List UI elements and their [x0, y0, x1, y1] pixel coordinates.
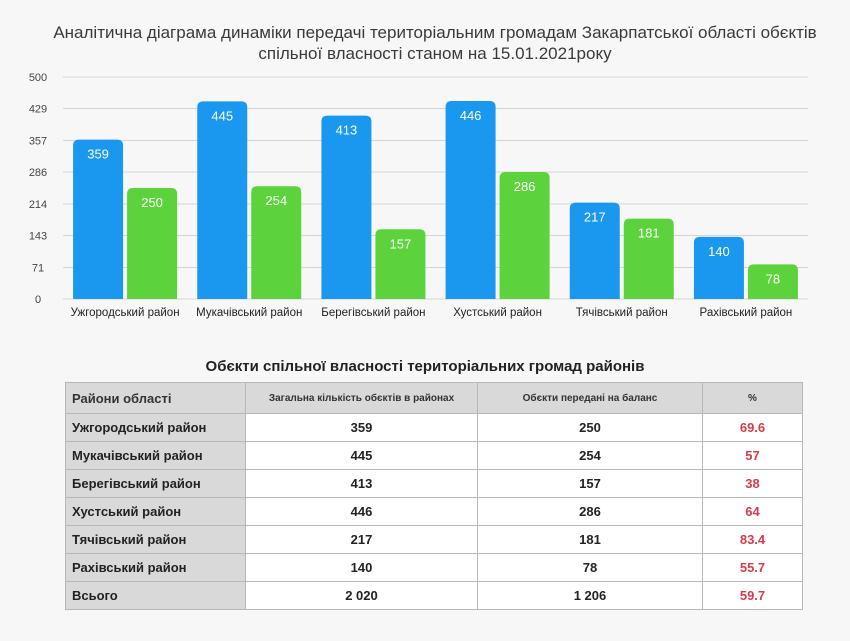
row-district-cell: Всього [65, 581, 246, 610]
header-percent: % [702, 382, 803, 414]
y-tick-label: 429 [29, 104, 47, 116]
y-tick-label: 500 [29, 72, 47, 84]
bar-value-label: 250 [141, 195, 163, 210]
row-district-cell: Рахівський район [65, 553, 246, 582]
y-tick-label: 0 [35, 294, 41, 306]
row-transferred-cell: 286 [477, 497, 703, 526]
row-total-cell: 445 [245, 441, 478, 470]
bar [569, 202, 620, 299]
row-percent-cell: 57 [702, 441, 803, 470]
row-percent-cell: 55.7 [702, 553, 803, 582]
row-percent-cell: 38 [702, 469, 803, 498]
row-total-cell: 2 020 [245, 581, 478, 610]
row-district-cell: Мукачівський район [65, 441, 246, 470]
row-total-cell: 140 [245, 553, 478, 582]
y-tick-label: 286 [29, 167, 47, 179]
y-tick-label: 71 [32, 262, 44, 274]
bar-value-label: 413 [336, 123, 358, 138]
row-transferred-cell: 181 [477, 525, 703, 554]
row-percent-cell: 83.4 [702, 525, 803, 554]
header-district: Райони області [65, 382, 246, 414]
y-tick-label: 214 [29, 199, 47, 211]
table-header-row: Райони області Загальна кількість обєкті… [65, 382, 803, 414]
header-transferred: Обєкти передані на баланс [477, 382, 703, 414]
data-table: Райони області Загальна кількість обєкті… [65, 382, 803, 610]
row-district-cell: Берегівський район [65, 469, 246, 498]
bar-value-label: 446 [460, 108, 482, 123]
x-tick-label: Хустський район [453, 307, 542, 319]
row-transferred-cell: 157 [477, 469, 703, 498]
x-tick-label: Рахівський район [700, 307, 793, 319]
row-district-cell: Тячівський район [65, 525, 246, 554]
table-row: Хустський район 446 286 64 [65, 497, 803, 526]
bar [445, 100, 496, 299]
row-district-cell: Ужгородський район [65, 413, 246, 442]
row-percent-cell: 69.6 [702, 413, 803, 442]
row-total-cell: 413 [245, 469, 478, 498]
x-tick-label: Тячівський район [576, 307, 668, 319]
bar [693, 236, 744, 299]
table-row: Берегівський район 413 157 38 [65, 469, 803, 498]
bar [251, 186, 302, 299]
bar-value-label: 359 [87, 147, 109, 162]
bar-value-label: 445 [211, 108, 233, 123]
table-row: Тячівський район 217 181 83.4 [65, 525, 803, 554]
x-tick-label: Мукачівський район [196, 307, 302, 319]
y-tick-label: 143 [29, 231, 47, 243]
bar [197, 101, 248, 299]
bar-value-label: 181 [638, 226, 660, 241]
bar [499, 172, 550, 299]
row-transferred-cell: 78 [477, 553, 703, 582]
bar-value-label: 217 [584, 210, 606, 225]
table-row: Всього 2 020 1 206 59.7 [65, 581, 803, 610]
bar-value-label: 78 [766, 271, 780, 286]
header-total: Загальна кількість обєктів в районах [245, 382, 478, 414]
table-row: Мукачівський район 445 254 57 [65, 441, 803, 470]
chart-title: Аналітична діаграма динаміки передачі те… [53, 23, 817, 63]
bar [747, 264, 798, 299]
bar-value-label: 286 [514, 179, 536, 194]
row-percent-cell: 64 [702, 497, 803, 526]
row-total-cell: 359 [245, 413, 478, 442]
bar-value-label: 254 [265, 193, 287, 208]
row-district-cell: Хустський район [65, 497, 246, 526]
row-transferred-cell: 250 [477, 413, 703, 442]
row-total-cell: 217 [245, 525, 478, 554]
x-tick-label: Берегівський район [321, 307, 425, 319]
table-row: Ужгородський район 359 250 69.6 [65, 413, 803, 442]
bar [623, 218, 674, 299]
row-percent-cell: 59.7 [702, 581, 803, 610]
bar-chart: 0 71 143 214 286 357 429 500 359 250 Ужгородський … [29, 72, 808, 319]
row-total-cell: 446 [245, 497, 478, 526]
bar-value-label: 140 [708, 244, 730, 259]
bar [73, 139, 124, 299]
table-row: Рахівський район 140 78 55.7 [65, 553, 803, 582]
x-tick-label: Ужгородський район [71, 307, 180, 319]
row-transferred-cell: 254 [477, 441, 703, 470]
row-transferred-cell: 1 206 [477, 581, 703, 610]
y-tick-label: 357 [29, 135, 47, 147]
bar [127, 188, 178, 299]
bar [321, 115, 372, 300]
table-title: Обєкти спільної власності територіальних… [205, 358, 645, 375]
bar [375, 229, 426, 299]
bar-value-label: 157 [390, 236, 412, 251]
